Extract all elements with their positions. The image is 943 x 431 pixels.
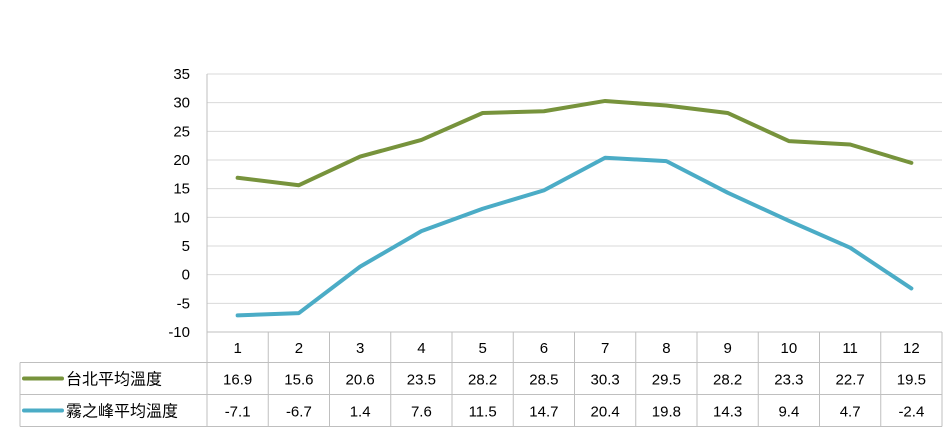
data-label: 28.5 <box>529 372 558 389</box>
data-label: 7.6 <box>411 404 432 421</box>
data-label: 28.2 <box>468 372 497 389</box>
series-lines <box>235 98 914 318</box>
x-tick-label: 5 <box>478 340 486 357</box>
data-label: -2.4 <box>898 404 924 421</box>
y-tick-label: 35 <box>173 66 190 83</box>
x-tick-label: 8 <box>662 340 670 357</box>
data-label: 9.4 <box>778 404 799 421</box>
y-tick-label: 15 <box>173 181 190 198</box>
y-tick-label: -10 <box>168 324 190 341</box>
data-label: 29.5 <box>652 372 681 389</box>
y-tick-label: -5 <box>177 295 190 312</box>
gridlines <box>206 73 942 332</box>
data-label: 19.5 <box>897 372 926 389</box>
data-label: 30.3 <box>591 372 620 389</box>
legend-label: 霧之峰平均溫度 <box>66 402 178 421</box>
data-label: 20.6 <box>346 372 375 389</box>
data-label: 22.7 <box>836 372 865 389</box>
data-label: 15.6 <box>284 372 313 389</box>
x-tick-label: 11 <box>842 340 858 357</box>
data-label: 1.4 <box>350 404 371 421</box>
data-label: -6.7 <box>286 404 312 421</box>
x-tick-label: 3 <box>356 340 364 357</box>
x-tick-label: 9 <box>723 340 731 357</box>
data-label: 14.7 <box>529 404 558 421</box>
data-label: 20.4 <box>591 404 620 421</box>
y-tick-label: 5 <box>182 238 190 255</box>
data-label: 19.8 <box>652 404 681 421</box>
x-tick-label: 4 <box>417 340 425 357</box>
y-tick-label: 20 <box>173 152 190 169</box>
series-line-1 <box>235 98 914 188</box>
x-tick-label: 1 <box>233 340 241 357</box>
x-tick-label: 7 <box>601 340 609 357</box>
data-label: 23.5 <box>407 372 436 389</box>
data-label: 16.9 <box>223 372 252 389</box>
x-tick-label: 2 <box>295 340 303 357</box>
y-axis-ticks: 35 30 25 20 15 10 5 0 -5 -10 <box>168 66 190 341</box>
legend-label: 台北平均溫度 <box>66 370 162 389</box>
y-tick-label: 25 <box>173 123 190 140</box>
x-tick-label: 6 <box>540 340 548 357</box>
data-label: 4.7 <box>840 404 861 421</box>
data-label: 28.2 <box>713 372 742 389</box>
y-tick-label: 10 <box>173 209 190 226</box>
data-label: -7.1 <box>225 404 251 421</box>
series-line-2 <box>235 155 914 318</box>
data-label: 11.5 <box>469 404 497 421</box>
x-tick-label: 12 <box>903 340 920 357</box>
data-label: 14.3 <box>713 404 742 421</box>
y-tick-label: 0 <box>182 267 190 284</box>
data-label: 23.3 <box>774 372 803 389</box>
x-tick-label: 10 <box>781 340 798 357</box>
y-tick-label: 30 <box>173 95 190 112</box>
